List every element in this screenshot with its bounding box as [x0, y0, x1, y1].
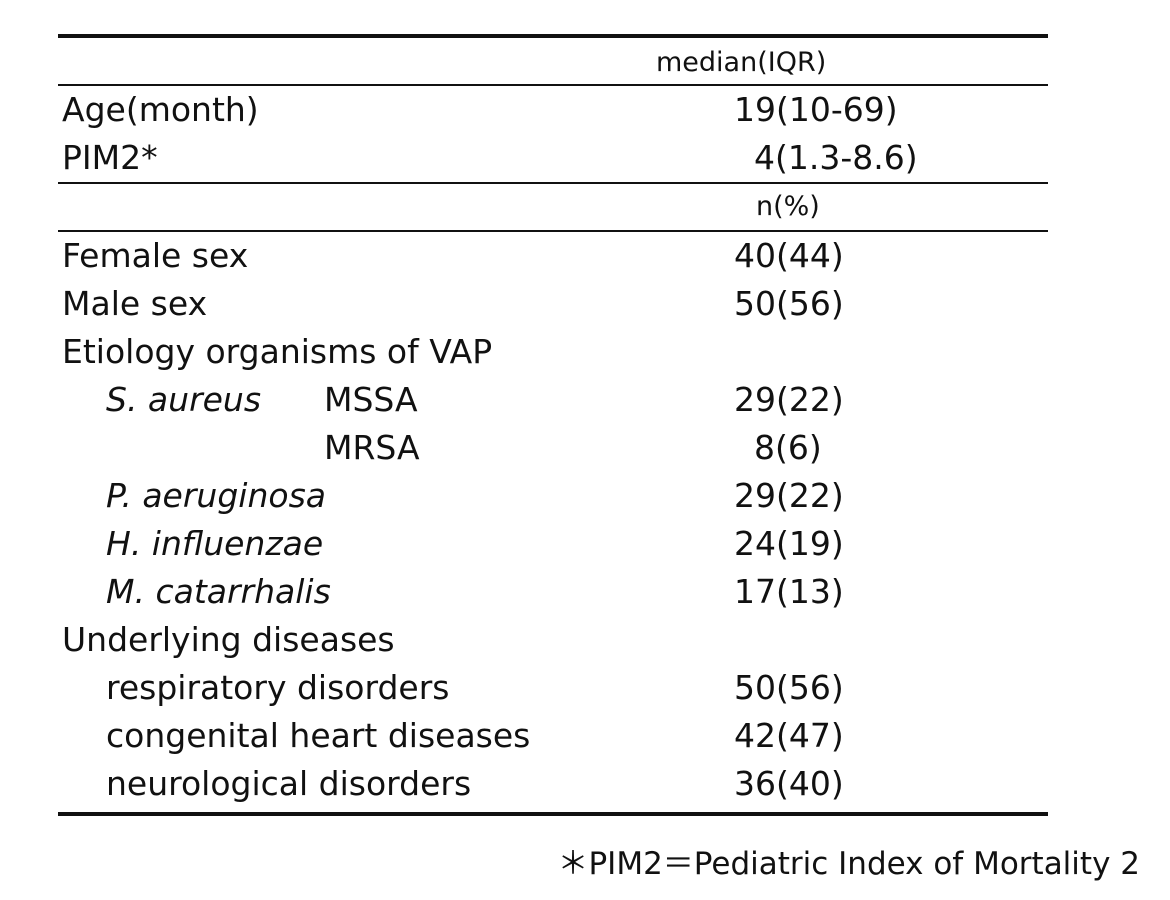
- row-label: Female sex: [62, 236, 249, 275]
- table-row-etiology-heading: Etiology organisms of VAP: [58, 328, 1048, 376]
- table-top-rule: [58, 34, 1048, 38]
- section-heading: Underlying diseases: [62, 620, 395, 659]
- row-value: 36(40): [734, 764, 844, 803]
- organism-name: P. aeruginosa: [106, 476, 326, 515]
- row-value: 29(22): [734, 380, 844, 419]
- row-value: 24(19): [734, 524, 844, 563]
- table-row-congenital: congenital heart diseases 42(47): [58, 712, 1048, 760]
- table-row-age: Age(month) 19(10-69): [58, 86, 1048, 134]
- table-footnote: ＊PIM2＝Pediatric Index of Mortality 2: [557, 846, 1140, 882]
- row-value: 4(1.3-8.6): [754, 138, 918, 177]
- table-row-p-aeruginosa: P. aeruginosa 29(22): [58, 472, 1048, 520]
- row-value: 29(22): [734, 476, 844, 515]
- row-label: Age(month): [62, 90, 259, 129]
- row-label: congenital heart diseases: [106, 716, 531, 755]
- organism-name: M. catarrhalis: [106, 572, 331, 611]
- row-value: 19(10-69): [734, 90, 898, 129]
- row-value: 8(6): [754, 428, 822, 467]
- table-row-respiratory: respiratory disorders 50(56): [58, 664, 1048, 712]
- table-row-mrsa: MRSA 8(6): [58, 424, 1048, 472]
- header-rule-2: [58, 230, 1048, 232]
- organism-label: H. influenzae: [106, 520, 323, 568]
- organism-name: H. influenzae: [106, 524, 324, 563]
- header-n-percent: n(%): [756, 191, 820, 222]
- row-label: PIM2*: [62, 138, 158, 177]
- header-row-median: median(IQR): [58, 40, 1048, 86]
- header-rule-1: [58, 84, 1048, 86]
- table-row-male: Male sex 50(56): [58, 280, 1048, 328]
- table-row-female: Female sex 40(44): [58, 232, 1048, 280]
- organism-label: M. catarrhalis: [106, 568, 331, 616]
- table-row-pim2: PIM2* 4(1.3-8.6): [58, 134, 1048, 182]
- section-rule: [58, 182, 1048, 184]
- organism-label: P. aeruginosa: [106, 472, 326, 520]
- header-row-n-percent: n(%): [58, 184, 1048, 230]
- row-sublabel: MSSA: [324, 380, 418, 419]
- organism-name: S. aureus: [106, 380, 262, 419]
- row-label: neurological disorders: [106, 764, 472, 803]
- table-row-m-catarrhalis: M. catarrhalis 17(13): [58, 568, 1048, 616]
- row-value: 40(44): [734, 236, 844, 275]
- section-heading: Etiology organisms of VAP: [62, 332, 493, 371]
- table-row-neurological: neurological disorders 36(40): [58, 760, 1048, 808]
- row-value: 42(47): [734, 716, 844, 755]
- row-label: respiratory disorders: [106, 668, 450, 707]
- row-label: Male sex: [62, 284, 208, 323]
- row-value: 17(13): [734, 572, 844, 611]
- table-row-h-influenzae: H. influenzae 24(19): [58, 520, 1048, 568]
- header-median-iqr: median(IQR): [656, 47, 827, 78]
- table-bottom-rule: [58, 812, 1048, 816]
- organism-label: S. aureus: [106, 376, 261, 424]
- table-row-underlying-heading: Underlying diseases: [58, 616, 1048, 664]
- row-sublabel: MRSA: [324, 428, 420, 467]
- row-value: 50(56): [734, 668, 844, 707]
- row-value: 50(56): [734, 284, 844, 323]
- table-row-mssa: S. aureus MSSA 29(22): [58, 376, 1048, 424]
